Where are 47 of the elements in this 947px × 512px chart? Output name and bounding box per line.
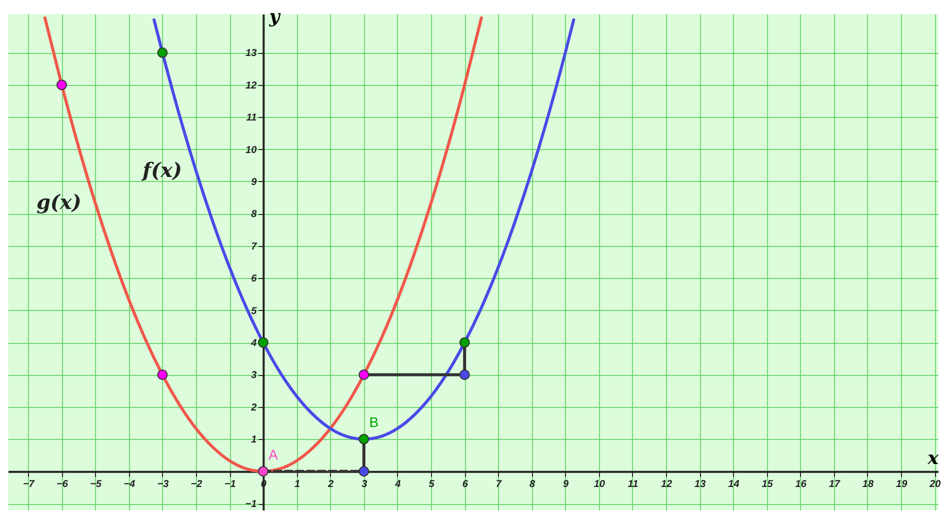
series-label: f(x) xyxy=(140,158,182,182)
x-tick-label: −7 xyxy=(22,478,35,490)
y-tick-label: 9 xyxy=(251,176,258,188)
y-tick-label: 1 xyxy=(251,434,258,446)
x-tick-label: −4 xyxy=(124,478,136,490)
x-tick-label: 6 xyxy=(462,478,468,490)
x-tick-label: 18 xyxy=(862,478,874,490)
x-tick-label: −3 xyxy=(157,478,170,490)
x-tick-label: −5 xyxy=(90,478,102,490)
x-tick-label: 16 xyxy=(795,478,807,490)
y-tick-label: 3 xyxy=(251,370,258,382)
x-axis-title: x xyxy=(926,448,939,469)
y-tick-label: 6 xyxy=(251,274,258,285)
x-tick-label: 2 xyxy=(327,478,334,490)
x-tick-label: 11 xyxy=(628,478,639,490)
y-tick-label: 13 xyxy=(246,48,258,60)
y-tick-label: −1 xyxy=(245,499,258,510)
y-tick-label: 4 xyxy=(250,338,258,350)
x-tick-label: 5 xyxy=(428,478,435,490)
x-tick-label: 9 xyxy=(563,478,570,490)
x-tick-label: −1 xyxy=(224,478,236,490)
x-tick-label: 13 xyxy=(694,478,706,490)
data-label: B xyxy=(369,414,379,430)
x-tick-label: −2 xyxy=(190,478,203,490)
x-tick-label: 10 xyxy=(594,478,606,490)
x-tick-label: 14 xyxy=(728,478,740,490)
x-tick-label: 12 xyxy=(660,478,673,490)
series-label: g(x) xyxy=(36,190,82,214)
x-tick-label: −6 xyxy=(56,478,68,490)
data-label: A xyxy=(268,446,278,462)
y-tick-label: 5 xyxy=(251,306,258,317)
y-tick-label: 11 xyxy=(246,112,258,124)
x-tick-label: 19 xyxy=(896,478,908,490)
y-tick-label: 10 xyxy=(246,144,258,156)
y-tick-label: 8 xyxy=(251,209,258,220)
y-axis-title: y xyxy=(268,6,282,28)
x-tick-label: 17 xyxy=(828,478,840,490)
x-tick-label: 1 xyxy=(294,478,300,490)
x-tick-label: 4 xyxy=(394,478,402,490)
y-tick-label: 7 xyxy=(251,241,258,252)
y-tick-label: 12 xyxy=(246,80,258,92)
x-tick-label: 7 xyxy=(496,478,502,490)
x-tick-label: 15 xyxy=(762,478,774,490)
x-tick-label: 8 xyxy=(529,478,536,490)
y-tick-label: 2 xyxy=(250,402,258,414)
x-tick-label: 3 xyxy=(362,478,368,490)
x-tick-label: 20 xyxy=(928,478,942,490)
